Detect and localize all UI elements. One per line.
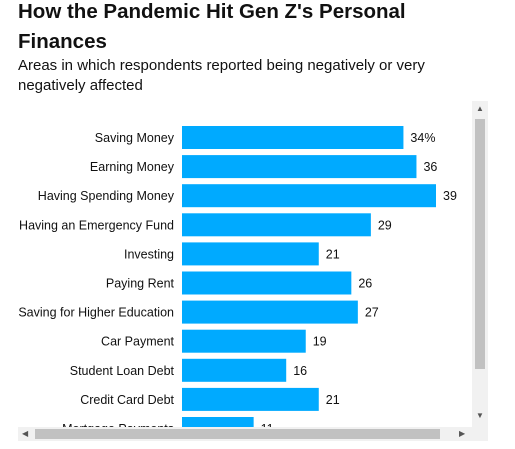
- value-label: 21: [326, 247, 340, 261]
- category-label: Credit Card Debt: [80, 393, 174, 407]
- category-label: Investing: [124, 247, 174, 261]
- scrollbar-corner: [472, 427, 488, 441]
- chart-title: How the Pandemic Hit Gen Z's Personal Fi…: [18, 0, 406, 53]
- horizontal-scroll-thumb[interactable]: [35, 429, 440, 439]
- bar: [182, 271, 352, 295]
- bar: [182, 417, 254, 428]
- down-arrow-icon[interactable]: ▼: [476, 411, 484, 420]
- value-label: 11: [261, 422, 274, 428]
- bar: [182, 300, 358, 324]
- category-label: Saving for Higher Education: [18, 306, 174, 320]
- up-arrow-icon[interactable]: ▲: [476, 104, 484, 113]
- bar: [182, 213, 371, 237]
- value-label: 21: [326, 393, 340, 407]
- category-label: Earning Money: [90, 160, 175, 174]
- horizontal-scrollbar[interactable]: ◀ ▶: [18, 427, 472, 441]
- value-label: 16: [293, 364, 307, 378]
- value-label: 27: [365, 306, 379, 320]
- bar: [182, 126, 404, 149]
- value-label: 26: [358, 277, 372, 291]
- left-arrow-icon[interactable]: ◀: [22, 429, 29, 438]
- value-label: 36: [423, 160, 437, 174]
- bar: [182, 184, 436, 208]
- vertical-scroll-thumb[interactable]: [475, 119, 485, 369]
- bar: [182, 387, 319, 411]
- value-label: 34%: [410, 131, 435, 145]
- category-label: Having Spending Money: [38, 189, 175, 203]
- category-label: Mortgage Payments: [62, 422, 174, 428]
- value-label: 29: [378, 218, 392, 232]
- category-label: Paying Rent: [106, 277, 175, 291]
- chart-subtitle: Areas in which respondents reported bein…: [18, 57, 425, 94]
- bar-chart: Saving Money 34% Earning Money 36 Having Spe…: [18, 126, 457, 428]
- bar: [182, 358, 287, 382]
- right-arrow-icon[interactable]: ▶: [459, 429, 466, 438]
- category-label: Saving Money: [95, 131, 175, 145]
- value-label: 19: [313, 335, 327, 349]
- category-label: Car Payment: [101, 335, 174, 349]
- vertical-scrollbar[interactable]: ▲ ▼: [472, 101, 488, 427]
- bar: [182, 242, 319, 266]
- value-label: 39: [443, 189, 457, 203]
- category-label: Student Loan Debt: [70, 364, 175, 378]
- bar: [182, 155, 417, 179]
- category-label: Having an Emergency Fund: [19, 218, 174, 232]
- chart-scroll-viewport[interactable]: Saving Money 34% Earning Money 36 Having Spe…: [18, 101, 488, 428]
- bar: [182, 329, 306, 353]
